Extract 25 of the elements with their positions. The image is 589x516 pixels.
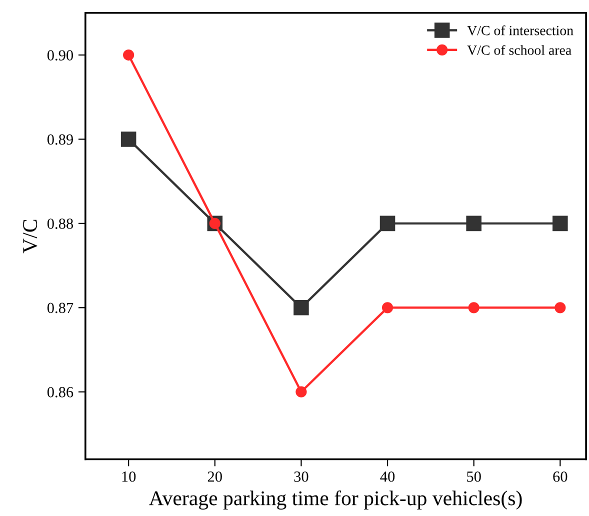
point bbox=[382, 302, 394, 314]
x-tick-label: 40 bbox=[380, 471, 395, 482]
y-tick-label: 0.87 bbox=[47, 302, 74, 314]
point bbox=[294, 300, 309, 316]
point bbox=[120, 132, 136, 147]
legend-label: V/C of intersection bbox=[467, 25, 574, 36]
y-tick-label: 0.88 bbox=[47, 218, 74, 229]
y-tick-label: 0.86 bbox=[47, 387, 74, 398]
point bbox=[123, 49, 134, 61]
point bbox=[380, 216, 396, 232]
x-tick-label: 20 bbox=[208, 471, 222, 482]
point bbox=[468, 302, 480, 314]
y-axis-title: V/C bbox=[23, 220, 38, 254]
x-tick-label: 50 bbox=[467, 471, 481, 482]
y-tick-label: 0.89 bbox=[47, 134, 73, 145]
x-axis-title: Average parking time for pick-up vehicles(s) bbox=[148, 490, 522, 510]
point bbox=[466, 216, 482, 232]
legend-label: V/C of school area bbox=[467, 44, 572, 55]
point bbox=[296, 386, 307, 398]
x-tick-label: 10 bbox=[122, 471, 136, 482]
point bbox=[552, 216, 568, 232]
x-tick-label: 30 bbox=[294, 471, 308, 482]
y-tick-label: 0.90 bbox=[47, 50, 74, 61]
x-tick-label: 60 bbox=[553, 471, 568, 482]
point bbox=[554, 302, 566, 314]
